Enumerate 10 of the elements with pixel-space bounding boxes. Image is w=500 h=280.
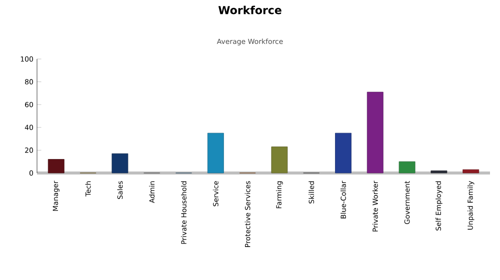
chart-title: Workforce	[218, 6, 282, 14]
bar	[48, 159, 64, 174]
bar	[271, 146, 288, 174]
bar	[366, 92, 384, 174]
bar	[207, 132, 224, 174]
bar	[335, 132, 352, 174]
bar	[462, 169, 480, 174]
bar	[112, 153, 128, 174]
bar	[398, 161, 416, 174]
bar	[430, 170, 448, 174]
